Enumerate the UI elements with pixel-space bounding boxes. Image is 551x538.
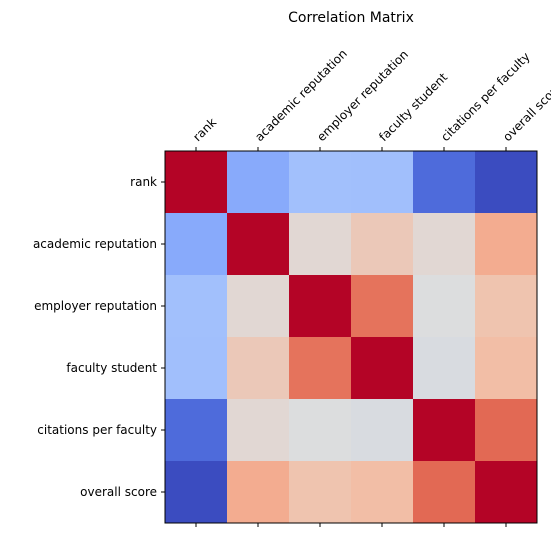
heatmap-cell [351, 337, 414, 400]
heatmap-cell [475, 337, 538, 400]
plot-frame [164, 150, 538, 524]
y-tick-label: overall score [80, 485, 157, 499]
heatmap-cell [351, 213, 414, 276]
heatmap-cell [413, 399, 476, 462]
heatmap-cell [289, 213, 352, 276]
heatmap-cell [289, 151, 352, 214]
heatmap-cell [351, 275, 414, 338]
y-tick-label: citations per faculty [37, 423, 157, 437]
heatmap-cell [289, 275, 352, 338]
heatmap-cell [475, 275, 538, 338]
heatmap-cell [413, 213, 476, 276]
y-axis-ticks: rank academic reputation employer reputati… [33, 175, 165, 499]
heatmap-cell [165, 275, 228, 338]
y-tick-label: rank [130, 175, 157, 189]
x-tick-label: rank [190, 115, 219, 144]
heatmap-cell [413, 461, 476, 524]
heatmap-cell [227, 461, 290, 524]
bottom-axis-ticks [195, 523, 507, 527]
heatmap-cells [165, 151, 538, 524]
heatmap-cell [475, 213, 538, 276]
heatmap-cell [413, 275, 476, 338]
y-tick-label: academic reputation [33, 237, 157, 251]
heatmap-cell [413, 151, 476, 214]
heatmap-cell [227, 337, 290, 400]
heatmap-cell [351, 461, 414, 524]
heatmap-cell [165, 461, 228, 524]
heatmap-cell [475, 399, 538, 462]
heatmap-cell [351, 151, 414, 214]
heatmap-cell [165, 337, 228, 400]
x-tick-label: overall score [500, 80, 551, 144]
heatmap-cell [165, 399, 228, 462]
heatmap-cell [289, 337, 352, 400]
heatmap-cell [165, 151, 228, 214]
heatmap-cell [227, 151, 290, 214]
y-tick-label: faculty student [66, 361, 157, 375]
heatmap-cell [227, 213, 290, 276]
heatmap-cell [227, 399, 290, 462]
chart-title: Correlation Matrix [288, 10, 414, 26]
heatmap-cell [413, 337, 476, 400]
heatmap-cell [227, 275, 290, 338]
heatmap-cell [165, 213, 228, 276]
heatmap-cell [289, 399, 352, 462]
heatmap-cell [475, 151, 538, 214]
heatmap-cell [351, 399, 414, 462]
heatmap-cell [475, 461, 538, 524]
heatmap-cell [289, 461, 352, 524]
y-tick-label: employer reputation [34, 299, 157, 313]
